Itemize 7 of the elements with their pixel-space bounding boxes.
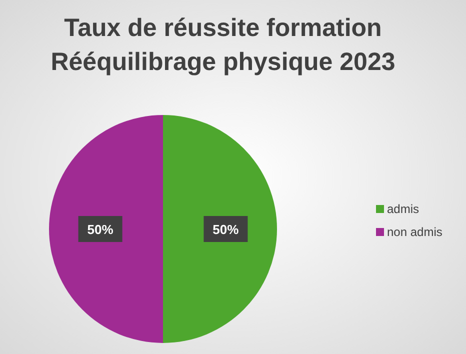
data-label: 50% [87,222,114,237]
data-label: 50% [212,222,240,237]
legend-label: non admis [387,225,442,239]
pie-slice [163,115,277,343]
legend-label: admis [387,202,420,216]
pie-slice [49,115,163,343]
chart-title: Taux de réussite formation Rééquilibrage physique 2023 [50,14,396,76]
